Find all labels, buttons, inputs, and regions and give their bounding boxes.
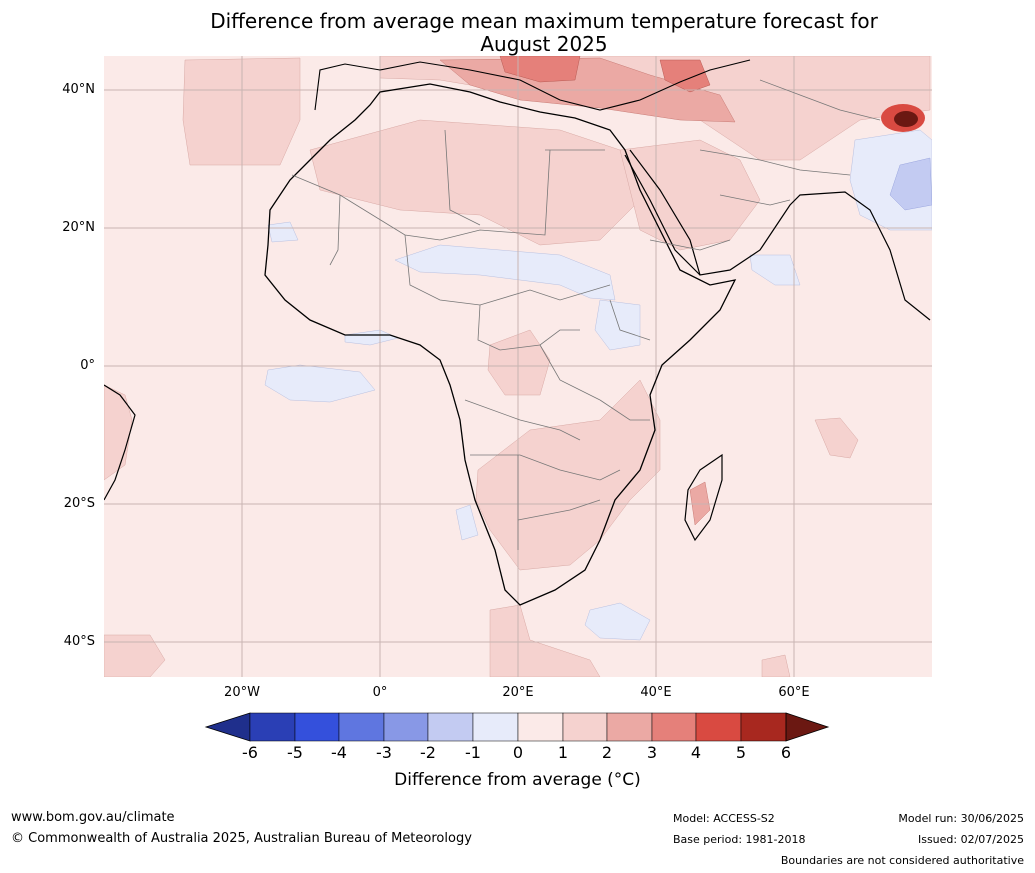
map-area xyxy=(104,56,932,677)
colorbar-tick: 6 xyxy=(780,743,792,762)
colorbar-tick: -4 xyxy=(331,743,347,762)
footer-base-period: Base period: 1981-2018 xyxy=(673,833,806,846)
anomaly-patch xyxy=(889,157,932,211)
lat-label-20n: 20°N xyxy=(62,220,95,235)
colorbar-tick: 4 xyxy=(690,743,702,762)
colorbar-tick: 3 xyxy=(646,743,658,762)
lat-label-0: 0° xyxy=(80,358,95,373)
colorbar-cell xyxy=(606,712,653,742)
colorbar-tick: 1 xyxy=(557,743,569,762)
colorbar-cell xyxy=(338,712,385,742)
anomaly-patch xyxy=(475,379,661,571)
red-sea-coast xyxy=(624,154,701,276)
anomaly-patch xyxy=(394,244,616,301)
footer-website: www.bom.gov.au/climate xyxy=(11,810,175,825)
anomaly-patch xyxy=(487,329,551,396)
anomaly-patch xyxy=(344,329,399,346)
graticule xyxy=(104,56,932,677)
country-borders xyxy=(291,79,881,550)
footer-issued: Issued: 02/07/2025 xyxy=(917,833,1024,846)
anomaly-patch xyxy=(894,111,918,127)
lat-label-40s: 40°S xyxy=(63,634,95,649)
anomaly-patch xyxy=(619,139,761,251)
colorbar-tick: 0 xyxy=(512,743,524,762)
colorbar-tick: -6 xyxy=(242,743,258,762)
colorbar-cell xyxy=(695,712,742,742)
anomaly-patch xyxy=(267,221,299,243)
anomaly-patch xyxy=(309,119,641,246)
colorbar-min-arrow xyxy=(204,712,251,742)
lon-label-20w: 20°W xyxy=(224,685,260,700)
lon-label-40e: 40°E xyxy=(640,685,672,700)
colorbar-cell xyxy=(472,712,519,742)
colorbar-cell xyxy=(427,712,474,742)
footer-model-run: Model run: 30/06/2025 xyxy=(898,812,1024,825)
colorbar-cell xyxy=(651,712,697,742)
colorbar-cell xyxy=(294,712,340,742)
colorbar xyxy=(204,712,830,742)
anomaly-patch xyxy=(761,654,791,677)
colorbar-cell xyxy=(383,712,429,742)
anomaly-patch xyxy=(594,299,641,351)
anomaly-patch xyxy=(659,59,711,93)
anomaly-patch xyxy=(499,56,581,83)
anomaly-patch xyxy=(749,254,801,286)
colorbar-cell xyxy=(562,712,608,742)
map-title: Difference from average mean maximum tem… xyxy=(100,10,988,56)
colorbar-tick: -3 xyxy=(376,743,392,762)
anomaly-patch xyxy=(584,602,651,641)
title-line-2: August 2025 xyxy=(480,32,608,56)
anomaly-patch xyxy=(104,384,133,481)
footer-model: Model: ACCESS-S2 xyxy=(673,812,775,825)
arabia-coastline xyxy=(629,149,931,321)
lon-label-0: 0° xyxy=(372,685,388,700)
colorbar-cell xyxy=(249,712,296,742)
colorbar-max-arrow xyxy=(785,712,830,742)
madagascar xyxy=(684,453,723,542)
footer-copyright: © Commonwealth of Australia 2025, Austra… xyxy=(11,831,472,846)
anomaly-patch xyxy=(814,417,859,459)
title-line-1: Difference from average mean maximum tem… xyxy=(210,9,878,33)
anomaly-patch xyxy=(104,634,166,677)
lon-label-60e: 60°E xyxy=(778,685,810,700)
anomaly-patch xyxy=(455,504,479,541)
colorbar-tick: 2 xyxy=(601,743,613,762)
europe-coastline xyxy=(314,59,751,111)
colorbar-tick: -2 xyxy=(420,743,436,762)
colorbar-tick: -1 xyxy=(465,743,481,762)
colorbar-cell xyxy=(740,712,787,742)
colorbar-tick: 5 xyxy=(735,743,747,762)
lat-label-20s: 20°S xyxy=(63,496,95,511)
lon-label-20e: 20°E xyxy=(502,685,534,700)
colorbar-label: Difference from average (°C) xyxy=(394,770,641,790)
lat-label-40n: 40°N xyxy=(62,82,95,97)
footer-disclaimer: Boundaries are not considered authoritat… xyxy=(780,854,1024,867)
colorbar-tick: -5 xyxy=(287,743,303,762)
colorbar-cell xyxy=(517,712,564,742)
south-america-coast xyxy=(104,384,136,501)
